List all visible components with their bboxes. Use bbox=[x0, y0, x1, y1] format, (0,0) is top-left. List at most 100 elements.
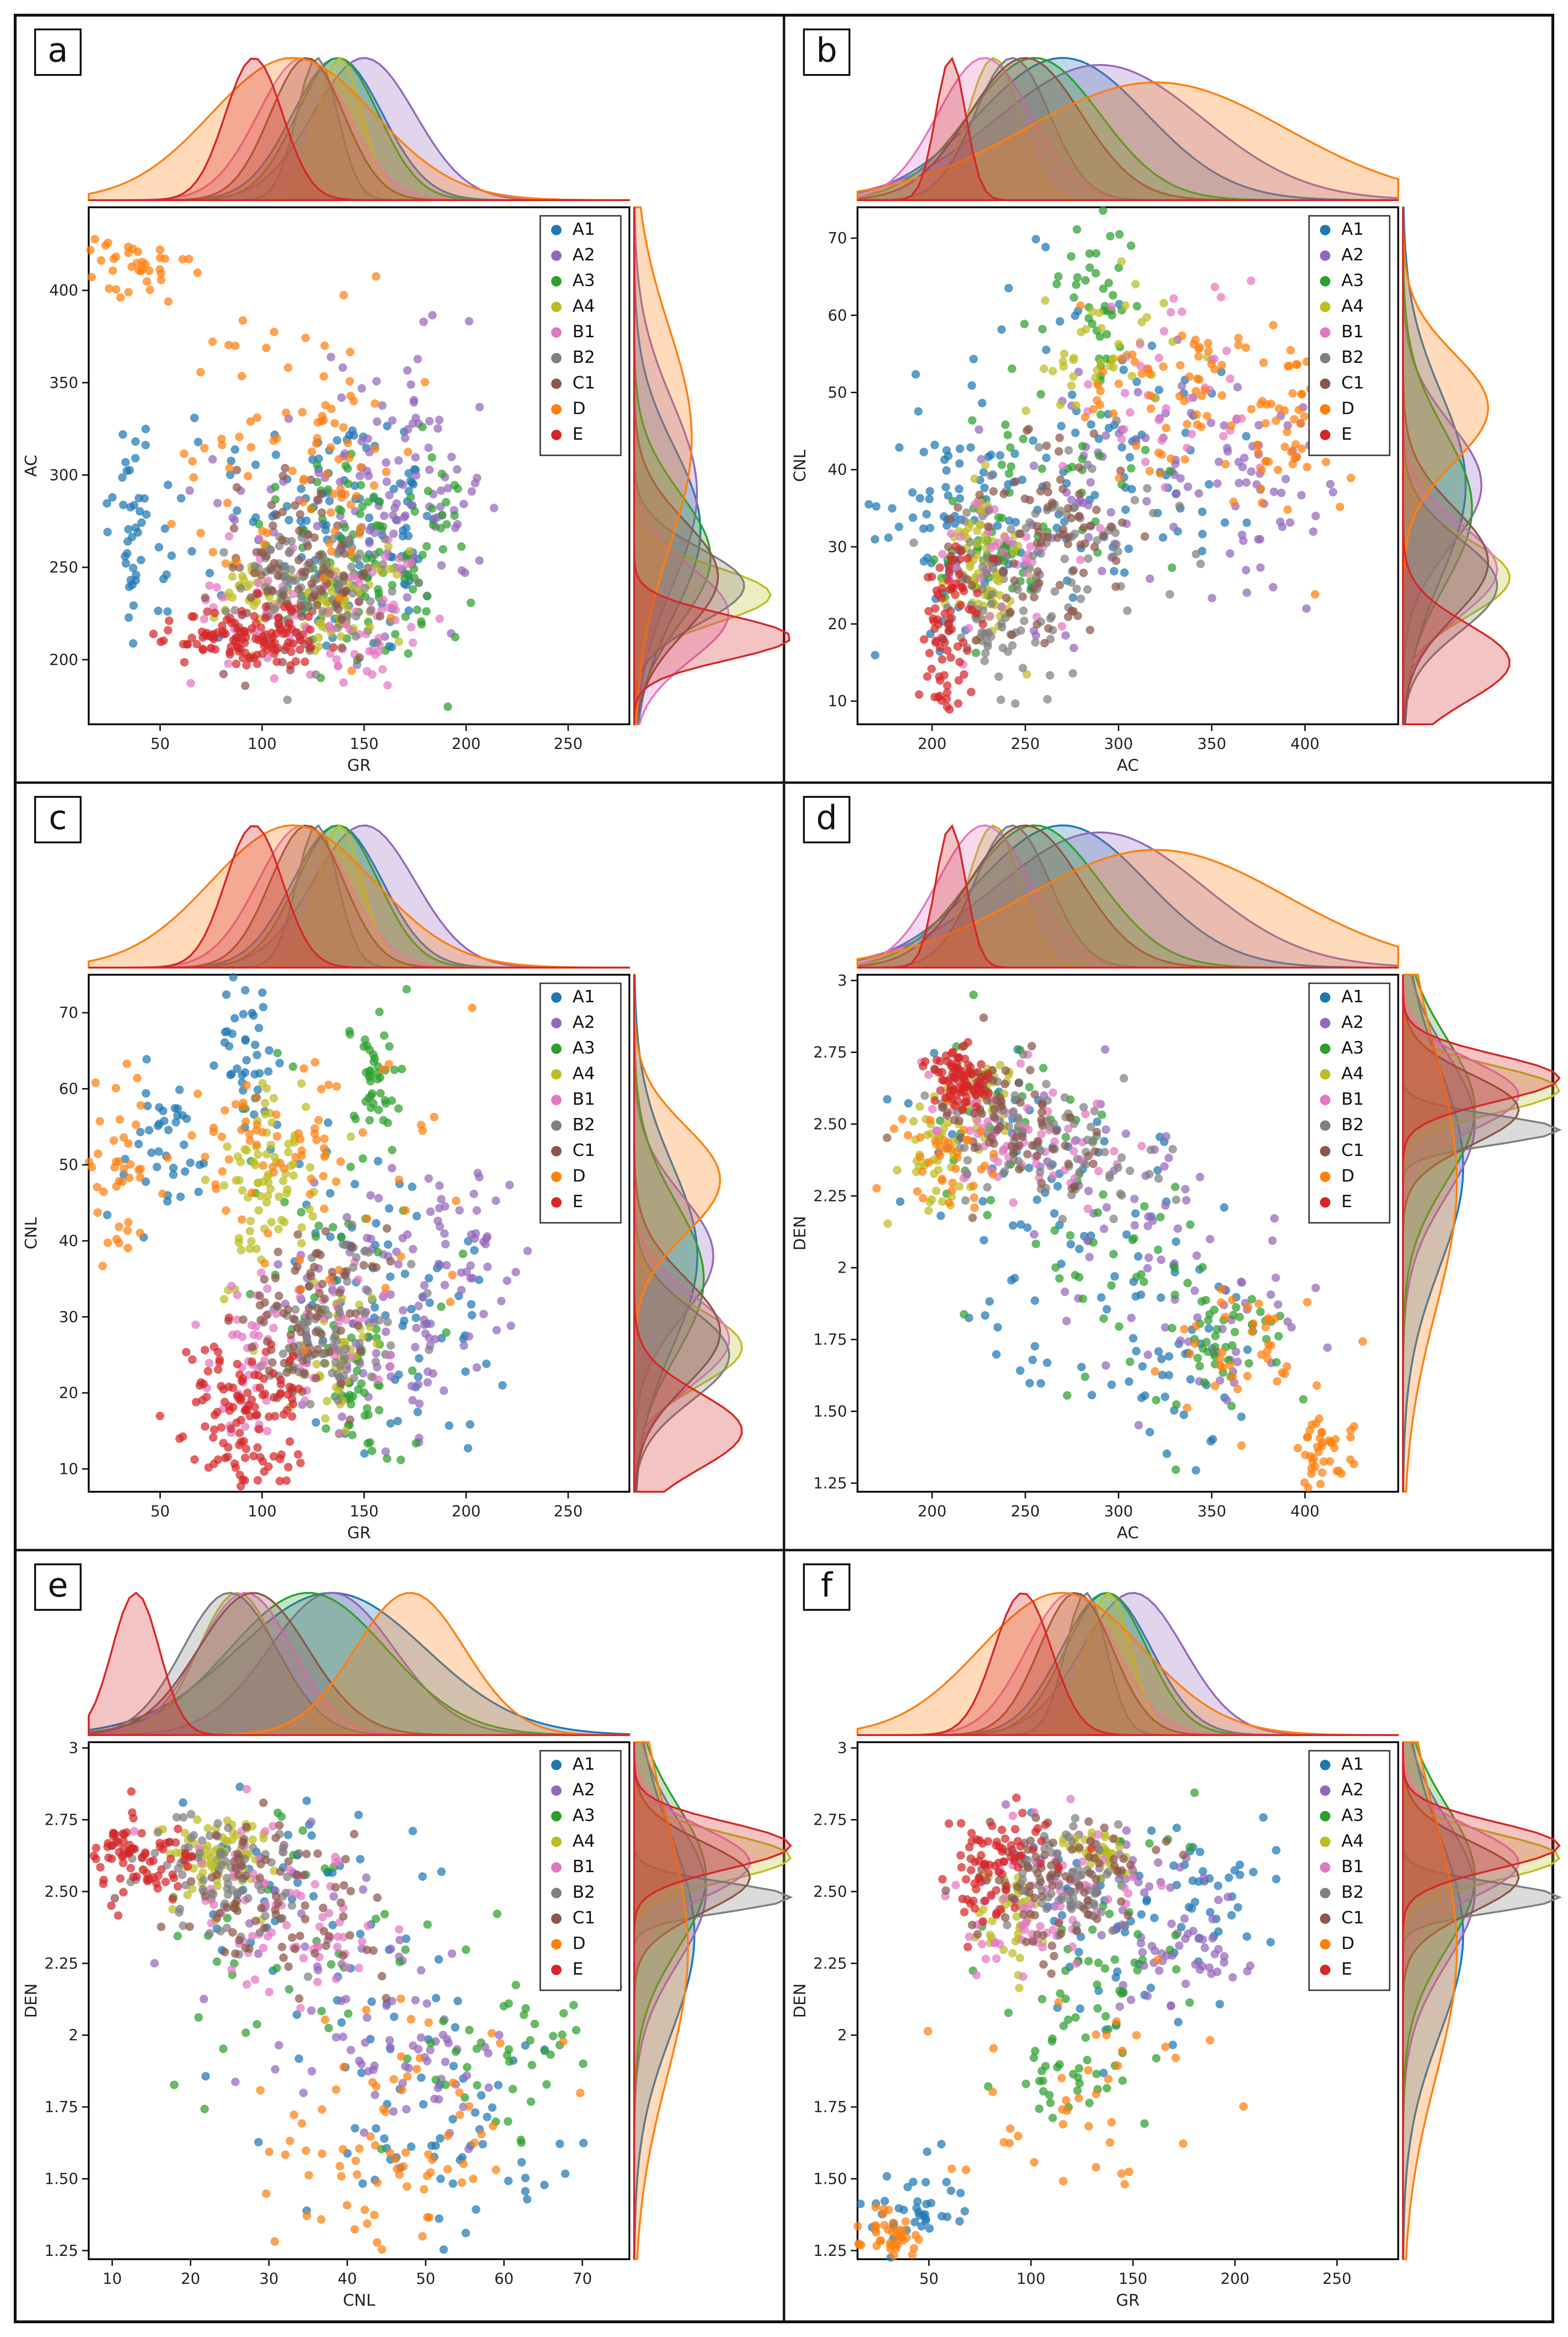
legend-marker-A3 bbox=[551, 1811, 562, 1821]
point-B2 bbox=[1168, 1145, 1177, 1154]
scatter-points bbox=[86, 235, 498, 711]
point-A1 bbox=[1030, 1296, 1039, 1305]
point-E bbox=[269, 1369, 278, 1378]
point-A4 bbox=[267, 1140, 276, 1149]
point-A1 bbox=[1162, 1449, 1171, 1458]
point-D bbox=[1203, 412, 1212, 421]
point-A3 bbox=[1099, 1314, 1108, 1323]
point-E bbox=[249, 1451, 258, 1460]
point-B2 bbox=[345, 535, 354, 544]
point-A4 bbox=[372, 1339, 381, 1349]
point-D bbox=[242, 1081, 251, 1090]
point-B1 bbox=[386, 1362, 395, 1371]
point-C1 bbox=[1023, 1150, 1032, 1159]
point-D bbox=[1257, 466, 1266, 475]
point-A3 bbox=[558, 2030, 567, 2039]
point-A3 bbox=[1080, 1372, 1089, 1381]
point-A1 bbox=[1057, 422, 1066, 431]
point-D bbox=[339, 423, 348, 432]
point-A1 bbox=[1066, 1240, 1075, 1249]
point-D bbox=[93, 1149, 102, 1158]
point-A1 bbox=[386, 1272, 395, 1281]
point-A4 bbox=[312, 1360, 321, 1369]
point-A2 bbox=[398, 2078, 407, 2088]
point-B2 bbox=[1149, 508, 1158, 517]
point-B1 bbox=[368, 646, 377, 655]
point-A1 bbox=[911, 370, 920, 379]
point-A1 bbox=[154, 1147, 163, 1156]
point-A4 bbox=[1159, 299, 1168, 307]
point-C1 bbox=[1117, 518, 1126, 527]
scatter-points bbox=[864, 206, 1390, 714]
point-B2 bbox=[341, 1240, 350, 1249]
legend-label-A2: A2 bbox=[572, 1780, 595, 1800]
point-A2 bbox=[425, 416, 434, 425]
marginal-x-curve-E bbox=[858, 824, 1398, 969]
point-B2 bbox=[1105, 1171, 1114, 1180]
point-B1 bbox=[1049, 1171, 1058, 1180]
point-D bbox=[1275, 404, 1283, 413]
point-C1 bbox=[294, 585, 303, 594]
point-B2 bbox=[1025, 518, 1034, 527]
point-A4 bbox=[1168, 337, 1177, 346]
point-A2 bbox=[362, 1873, 371, 1882]
point-B2 bbox=[1056, 506, 1065, 515]
point-D bbox=[1301, 1450, 1310, 1459]
scatter-points bbox=[872, 990, 1367, 1492]
point-D bbox=[1249, 1319, 1258, 1328]
point-C1 bbox=[248, 1343, 257, 1351]
point-A1 bbox=[1155, 1132, 1164, 1141]
point-C1 bbox=[347, 1242, 356, 1251]
point-D bbox=[262, 343, 271, 352]
point-A3 bbox=[1172, 1400, 1181, 1409]
point-B2 bbox=[287, 1901, 296, 1910]
point-B2 bbox=[1093, 536, 1101, 545]
point-C1 bbox=[1026, 1066, 1035, 1075]
point-A1 bbox=[134, 1140, 143, 1148]
point-A2 bbox=[1236, 1277, 1245, 1286]
point-A1 bbox=[1077, 1363, 1086, 1372]
point-D bbox=[184, 255, 194, 263]
point-C1 bbox=[321, 1227, 330, 1236]
point-E bbox=[210, 1425, 219, 1434]
point-E bbox=[149, 629, 158, 638]
point-D bbox=[110, 254, 118, 263]
point-A2 bbox=[440, 1229, 449, 1238]
point-C1 bbox=[260, 1923, 269, 1932]
point-A2 bbox=[1029, 462, 1038, 470]
point-E bbox=[175, 1434, 184, 1443]
point-A1 bbox=[415, 1354, 424, 1363]
point-B1 bbox=[252, 1322, 260, 1331]
point-E bbox=[284, 638, 293, 647]
point-A2 bbox=[420, 1281, 429, 1290]
point-E bbox=[240, 1453, 249, 1462]
point-A2 bbox=[386, 2042, 395, 2051]
point-D bbox=[343, 438, 352, 447]
point-A2 bbox=[1277, 489, 1286, 498]
point-D bbox=[297, 1146, 306, 1155]
point-B2 bbox=[254, 1881, 263, 1890]
point-D bbox=[430, 1113, 439, 1121]
point-B2 bbox=[312, 670, 320, 679]
point-E bbox=[255, 1425, 264, 1434]
point-A2 bbox=[374, 1194, 383, 1203]
point-B2 bbox=[286, 565, 295, 574]
point-D bbox=[559, 2037, 568, 2046]
point-C1 bbox=[222, 1903, 231, 1912]
point-E bbox=[955, 657, 964, 666]
point-C1 bbox=[1058, 484, 1067, 493]
point-D bbox=[428, 2155, 437, 2164]
point-A2 bbox=[1183, 482, 1192, 491]
point-A2 bbox=[370, 2061, 379, 2070]
legend-marker-D bbox=[1320, 404, 1330, 415]
point-A2 bbox=[1281, 474, 1290, 483]
point-D bbox=[200, 443, 209, 453]
point-C1 bbox=[1016, 529, 1025, 538]
point-C1 bbox=[297, 612, 306, 621]
point-B1 bbox=[1096, 524, 1105, 533]
point-D bbox=[1272, 416, 1281, 425]
point-E bbox=[957, 1070, 966, 1079]
point-D bbox=[396, 1994, 405, 2003]
marginal-y-curve-A2 bbox=[633, 206, 698, 725]
